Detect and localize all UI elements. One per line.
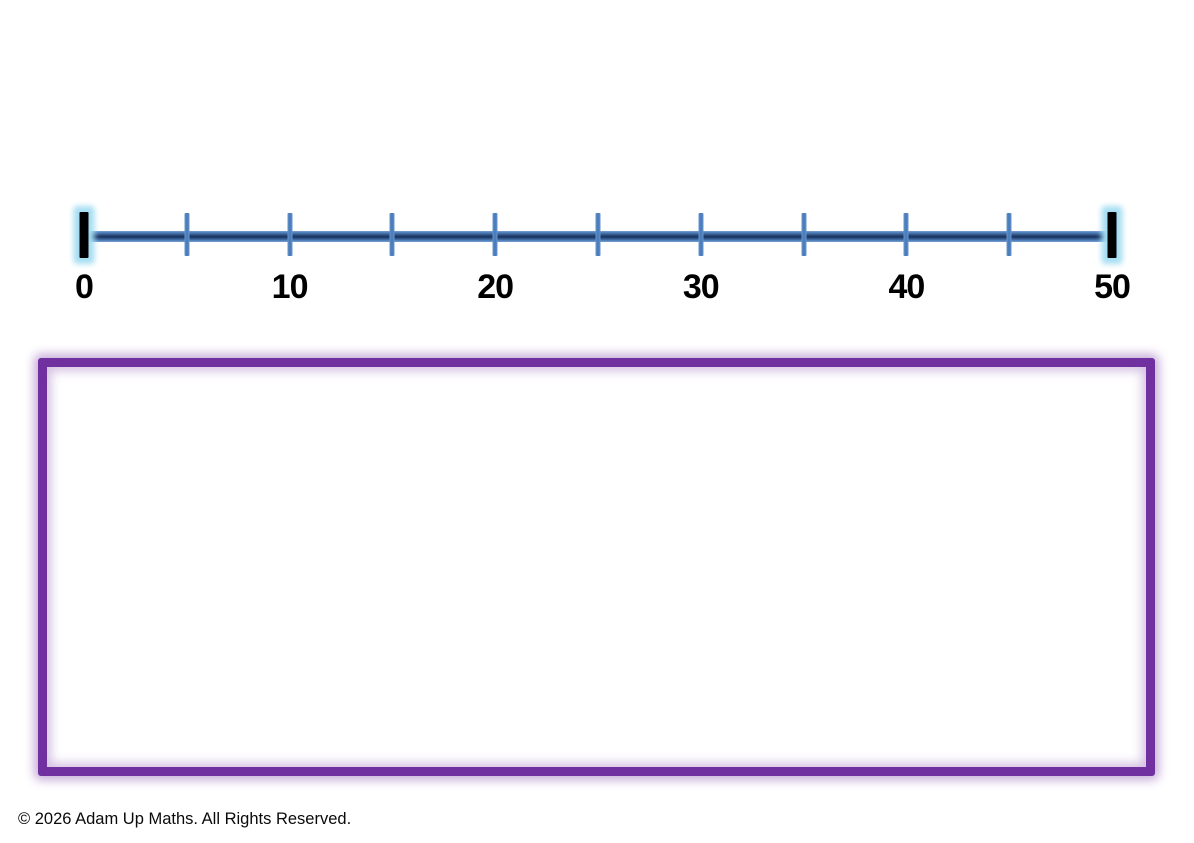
tick-mark-20 (492, 213, 498, 256)
tick-mark-35 (801, 213, 807, 256)
tick-mark-30 (698, 213, 704, 256)
tick-mark-25 (595, 213, 601, 256)
tick-label-0: 0 (75, 268, 94, 306)
tick-mark-40 (903, 213, 909, 256)
tick-mark-15 (389, 213, 395, 256)
tick-label-50: 50 (1094, 268, 1131, 306)
endpoint-marker-max (1107, 212, 1117, 258)
tick-mark-10 (287, 213, 293, 256)
endpoint-marker-min (79, 212, 89, 258)
tick-label-20: 20 (477, 268, 514, 306)
tick-mark-5 (184, 213, 190, 256)
copyright-text: © 2026 Adam Up Maths. All Rights Reserve… (18, 810, 352, 828)
tick-mark-45 (1006, 213, 1012, 256)
answer-box (38, 358, 1155, 776)
number-line: 0 10 20 30 40 50 (75, 212, 1131, 312)
tick-label-40: 40 (888, 268, 925, 306)
tick-label-30: 30 (682, 268, 720, 306)
tick-label-10: 10 (271, 268, 309, 306)
